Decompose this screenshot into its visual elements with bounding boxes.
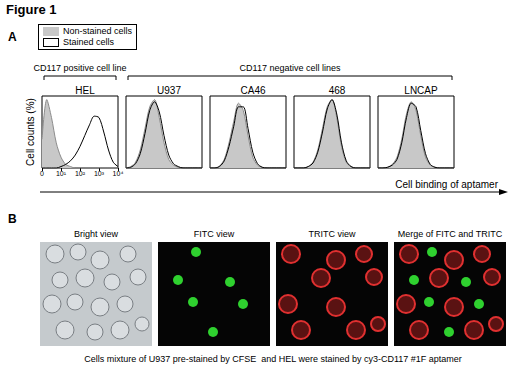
html-text:Cells mixture of U937 pre-stai: Cells mixture of U937 pre-stained by CFS… [84, 354, 462, 364]
html-text:Non-stained cells: Non-stained cells [63, 26, 132, 36]
html-text:Figure 1: Figure 1 [6, 2, 57, 17]
svg-text:468: 468 [329, 85, 346, 96]
html-text:Cell binding of aptamer: Cell binding of aptamer [395, 179, 498, 190]
html-text:A: A [8, 30, 17, 44]
html-text:B: B [8, 212, 17, 226]
html-text:Bright view: Bright view [74, 229, 118, 239]
html-text:FITC view: FITC view [193, 229, 235, 239]
svg-text:HEL: HEL [75, 85, 95, 96]
svg-text:10¹: 10¹ [56, 170, 67, 177]
svg-text:U937: U937 [157, 85, 181, 96]
svg-text:CA46: CA46 [240, 85, 265, 96]
svg-text:10²: 10² [75, 170, 86, 177]
html-text:CD117 negative cell lines: CD117 negative cell lines [239, 63, 341, 73]
svg-text:LNCAP: LNCAP [404, 85, 438, 96]
html-text:Stained cells: Stained cells [63, 37, 114, 47]
svg-text:10³: 10³ [94, 170, 105, 177]
html-text:Merge of FITC and TRITC: Merge of FITC and TRITC [397, 229, 503, 239]
html-text:CD117 positive cell line: CD117 positive cell line [33, 63, 127, 73]
svg-text:10⁴: 10⁴ [113, 170, 124, 177]
html-text:Cell counts (%): Cell counts (%) [24, 98, 36, 166]
html-text:TRITC view: TRITC view [308, 229, 356, 239]
svg-text:0: 0 [40, 170, 44, 177]
